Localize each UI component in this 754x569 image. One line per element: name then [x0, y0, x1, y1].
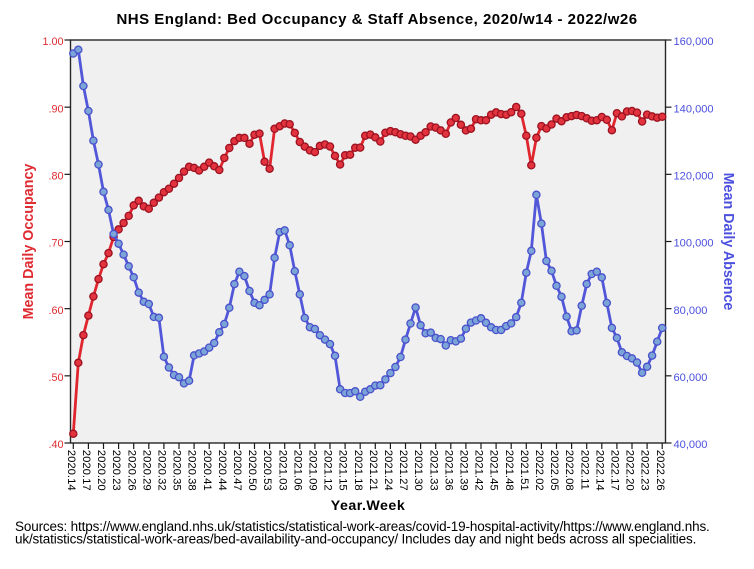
svg-text:2020.26: 2020.26 [125, 450, 137, 491]
svg-text:2020.47: 2020.47 [231, 450, 243, 491]
svg-text:2022.26: 2022.26 [654, 450, 666, 491]
svg-text:2021.03: 2021.03 [276, 450, 288, 491]
svg-text:.50: .50 [48, 372, 63, 384]
svg-text:2021.42: 2021.42 [473, 450, 485, 491]
svg-text:100,000: 100,000 [674, 238, 714, 250]
svg-text:NHS England: Bed Occupancy & S: NHS England: Bed Occupancy & Staff Absen… [116, 11, 637, 28]
svg-text:120,000: 120,000 [674, 171, 714, 183]
svg-text:160,000: 160,000 [674, 36, 714, 48]
svg-text:.90: .90 [48, 103, 63, 115]
svg-text:2022.08: 2022.08 [563, 450, 575, 491]
svg-text:2021.51: 2021.51 [518, 450, 530, 491]
svg-text:.80: .80 [48, 171, 63, 183]
svg-text:2022.20: 2022.20 [624, 450, 636, 491]
svg-text:2020.35: 2020.35 [171, 450, 183, 491]
svg-text:2021.21: 2021.21 [367, 450, 379, 491]
svg-text:2021.27: 2021.27 [397, 450, 409, 491]
svg-text:.40: .40 [48, 439, 63, 451]
svg-text:80,000: 80,000 [674, 305, 708, 317]
svg-text:2021.39: 2021.39 [458, 450, 470, 491]
svg-text:2021.45: 2021.45 [488, 450, 500, 491]
svg-text:.70: .70 [48, 238, 63, 250]
svg-text:2021.24: 2021.24 [382, 450, 394, 491]
svg-text:2020.32: 2020.32 [156, 450, 168, 491]
svg-text:2020.17: 2020.17 [80, 450, 92, 491]
svg-text:2020.29: 2020.29 [140, 450, 152, 491]
svg-text:Sources: https://www.england.n: Sources: https://www.england.nhs.uk/stat… [15, 519, 710, 534]
svg-text:2022.17: 2022.17 [609, 450, 621, 491]
svg-text:2020.23: 2020.23 [110, 450, 122, 491]
svg-text:2021.09: 2021.09 [307, 450, 319, 491]
svg-text:1.00: 1.00 [42, 36, 63, 48]
svg-text:2022.02: 2022.02 [533, 450, 545, 491]
svg-text:2021.15: 2021.15 [337, 450, 349, 491]
svg-text:Year.Week: Year.Week [331, 498, 405, 514]
svg-text:2021.18: 2021.18 [352, 450, 364, 491]
svg-text:2021.30: 2021.30 [412, 450, 424, 491]
svg-text:2020.53: 2020.53 [261, 450, 273, 491]
svg-text:2021.06: 2021.06 [291, 450, 303, 491]
svg-text:Mean Daily Absence: Mean Daily Absence [720, 173, 736, 311]
svg-text:2020.41: 2020.41 [201, 450, 213, 491]
svg-text:2021.12: 2021.12 [322, 450, 334, 491]
svg-text:2020.44: 2020.44 [216, 450, 228, 491]
svg-text:2021.48: 2021.48 [503, 450, 515, 491]
svg-text:140,000: 140,000 [674, 103, 714, 115]
svg-text:2020.14: 2020.14 [65, 450, 77, 491]
svg-text:2021.36: 2021.36 [442, 450, 454, 491]
svg-text:2020.20: 2020.20 [95, 450, 107, 491]
svg-text:2022.23: 2022.23 [639, 450, 651, 491]
svg-text:.60: .60 [48, 305, 63, 317]
svg-text:Mean Daily Occupancy: Mean Daily Occupancy [21, 164, 37, 320]
svg-text:2022.05: 2022.05 [548, 450, 560, 491]
svg-text:2020.38: 2020.38 [186, 450, 198, 491]
svg-text:2022.11: 2022.11 [578, 450, 590, 490]
svg-text:40,000: 40,000 [674, 439, 708, 451]
svg-text:2022.14: 2022.14 [593, 450, 605, 491]
svg-text:2020.50: 2020.50 [246, 450, 258, 491]
svg-text:uk/statistics/statistical-work: uk/statistics/statistical-work-areas/bed… [15, 532, 696, 547]
svg-text:2021.33: 2021.33 [427, 450, 439, 491]
svg-text:60,000: 60,000 [674, 372, 708, 384]
